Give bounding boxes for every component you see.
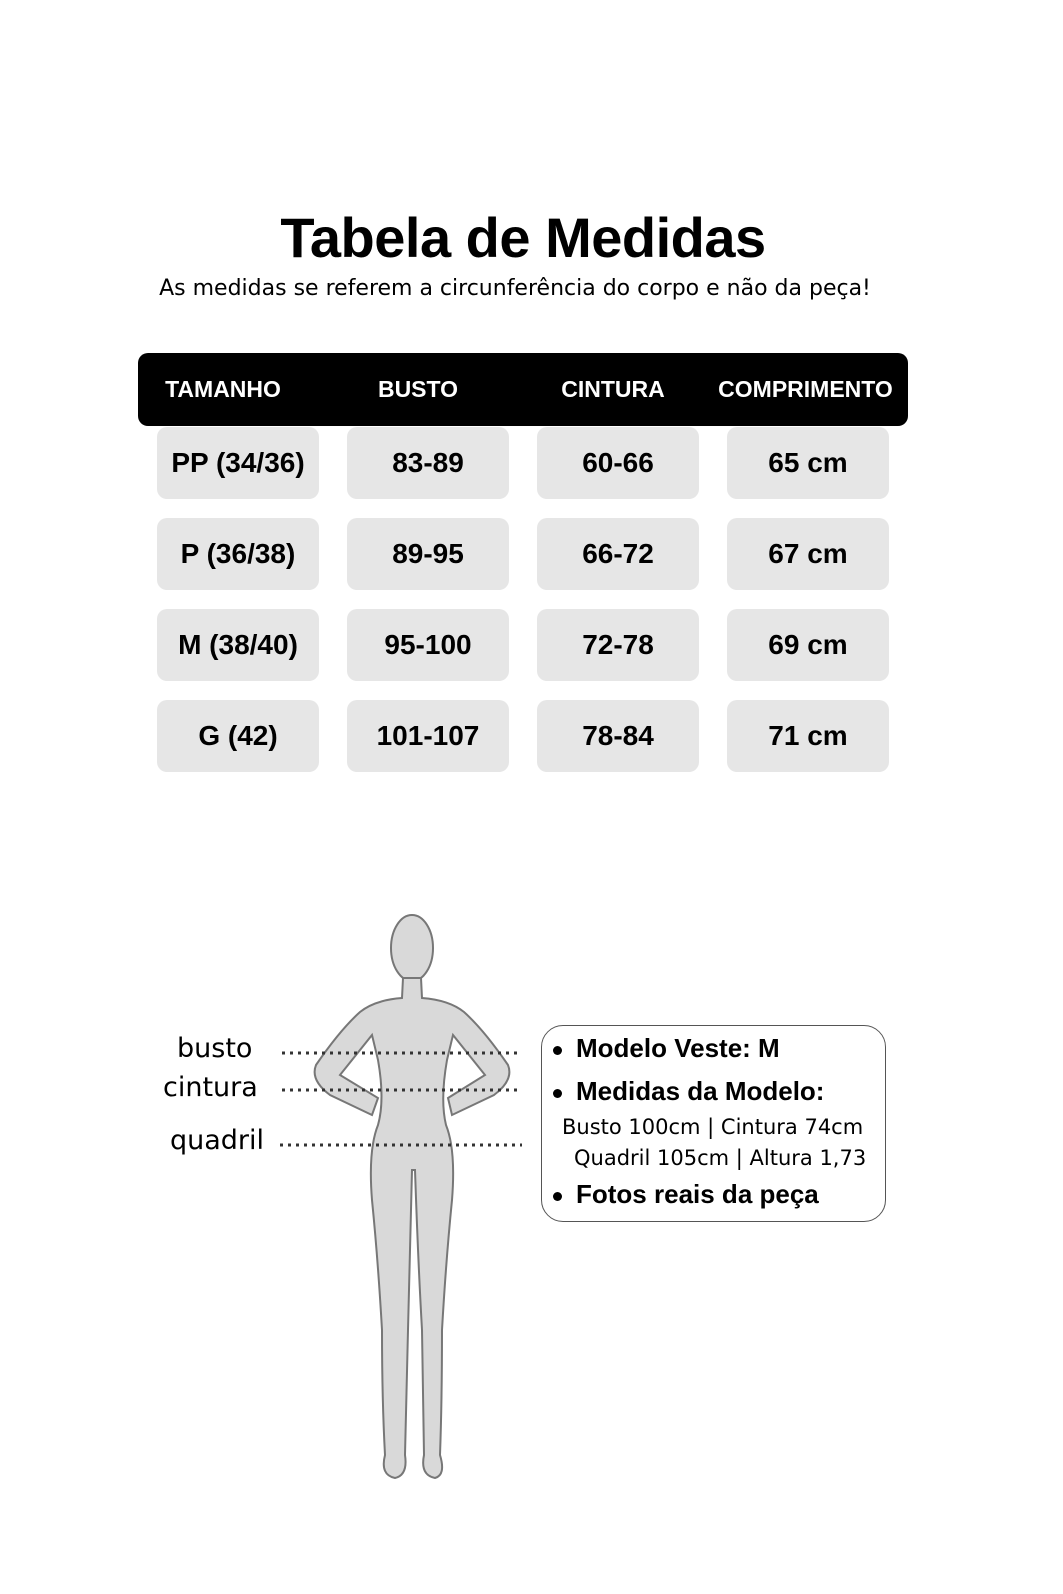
cell-cintura: 72-78: [537, 609, 699, 681]
cell-comprimento: 65 cm: [727, 427, 889, 499]
cell-busto: 95-100: [347, 609, 509, 681]
cell-size: P (36/38): [157, 518, 319, 590]
cell-cintura: 78-84: [537, 700, 699, 772]
body-silhouette: [313, 914, 511, 1480]
info-measures-line1: Busto 100cm | Cintura 74cm: [562, 1115, 864, 1139]
page-subtitle: As medidas se referem a circunferência d…: [159, 276, 871, 301]
info-fotos-reais: Fotos reais da peça: [553, 1179, 819, 1210]
cell-size: PP (34/36): [157, 427, 319, 499]
cell-comprimento: 71 cm: [727, 700, 889, 772]
cell-busto: 89-95: [347, 518, 509, 590]
page-title: Tabela de Medidas: [280, 206, 766, 269]
cell-cintura: 60-66: [537, 427, 699, 499]
cell-comprimento: 69 cm: [727, 609, 889, 681]
header-comprimento: COMPRIMENTO: [718, 376, 893, 402]
cell-comprimento: 67 cm: [727, 518, 889, 590]
label-busto: busto: [177, 1033, 253, 1064]
header-tamanho: TAMANHO: [165, 376, 281, 402]
info-measures-line2: Quadril 105cm | Altura 1,73: [574, 1146, 867, 1170]
cell-busto: 83-89: [347, 427, 509, 499]
label-cintura: cintura: [163, 1072, 258, 1103]
cell-size: G (42): [157, 700, 319, 772]
info-modelo-veste: Modelo Veste: M: [553, 1033, 780, 1064]
header-busto: BUSTO: [377, 376, 459, 402]
model-info-box: [541, 1025, 886, 1222]
measure-lines: [280, 1051, 522, 1147]
label-quadril: quadril: [170, 1125, 265, 1156]
table-header: TAMANHO BUSTO CINTURA COMPRIMENTO: [138, 353, 908, 426]
header-cintura: CINTURA: [561, 376, 665, 402]
info-medidas-modelo: Medidas da Modelo:: [553, 1076, 824, 1107]
cell-busto: 101-107: [347, 700, 509, 772]
cell-size: M (38/40): [157, 609, 319, 681]
cell-cintura: 66-72: [537, 518, 699, 590]
